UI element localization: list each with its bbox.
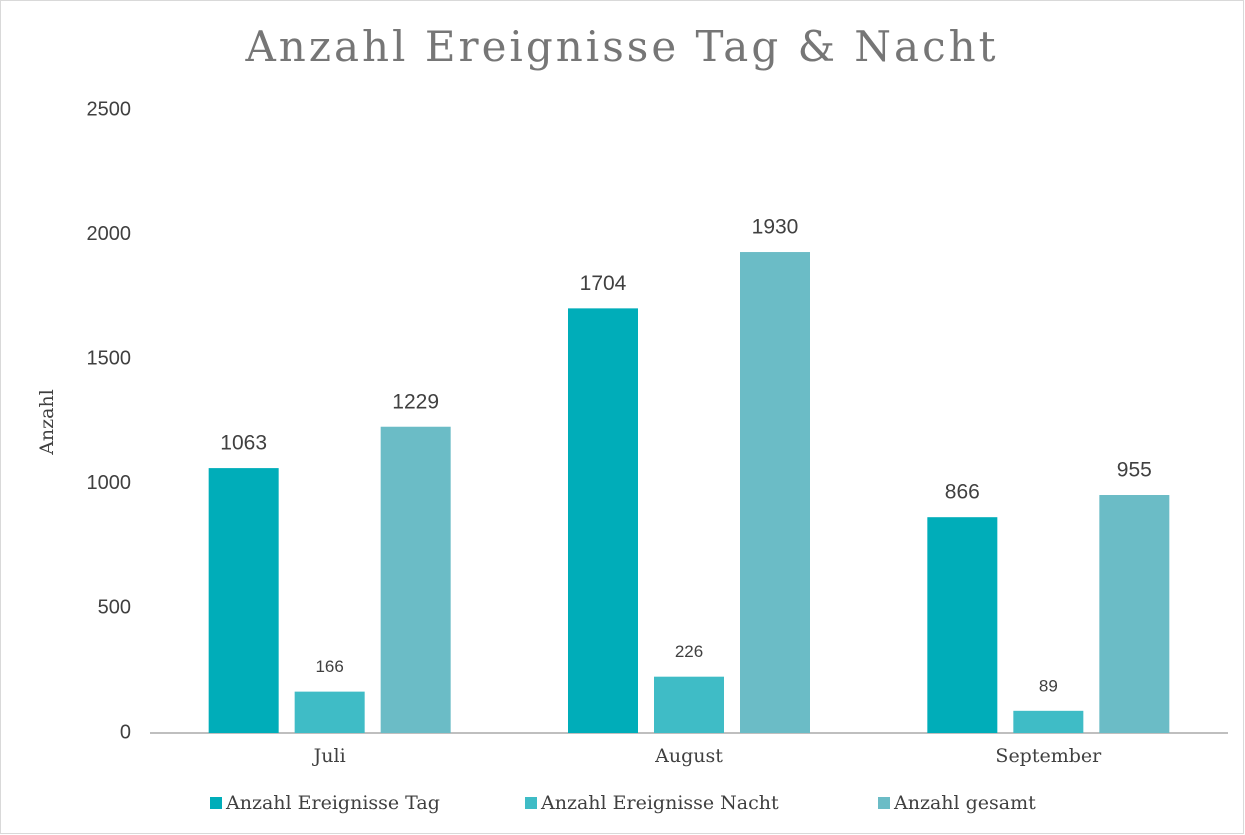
y-tick-label: 500 (98, 597, 131, 619)
legend-label: Anzahl Ereignisse Tag (225, 792, 440, 814)
bar (1099, 495, 1170, 733)
bar (740, 252, 810, 733)
bar (380, 426, 451, 733)
x-tick-label: August (654, 745, 723, 767)
legend-label: Anzahl gesamt (893, 792, 1036, 814)
x-tick-label: Juli (312, 745, 346, 767)
bar (294, 691, 365, 733)
bar (927, 517, 998, 733)
bar (1013, 710, 1084, 733)
data-label: 1063 (220, 432, 267, 455)
data-label: 1704 (580, 272, 627, 295)
data-label: 955 (1117, 459, 1152, 482)
legend-swatch (210, 797, 222, 809)
bar (208, 468, 279, 733)
legend-swatch (525, 797, 537, 809)
data-label: 166 (315, 657, 343, 676)
data-label: 1229 (392, 390, 439, 413)
data-label: 89 (1039, 676, 1058, 695)
y-tick-label: 0 (120, 721, 131, 743)
y-tick-label: 1000 (87, 472, 132, 494)
legend-label: Anzahl Ereignisse Nacht (540, 792, 779, 814)
bar (568, 308, 638, 733)
x-tick-label: September (995, 745, 1102, 767)
data-label: 226 (675, 642, 703, 661)
legend-swatch (878, 797, 890, 809)
chart-title: Anzahl Ereignisse Tag & Nacht (244, 22, 998, 71)
y-tick-label: 1500 (87, 347, 132, 369)
data-label: 1930 (752, 216, 799, 239)
y-axis-title: Anzahl (36, 389, 58, 456)
bar (654, 676, 724, 733)
y-tick-label: 2000 (87, 223, 132, 245)
y-tick-label: 2500 (87, 98, 132, 120)
data-label: 866 (945, 481, 980, 504)
